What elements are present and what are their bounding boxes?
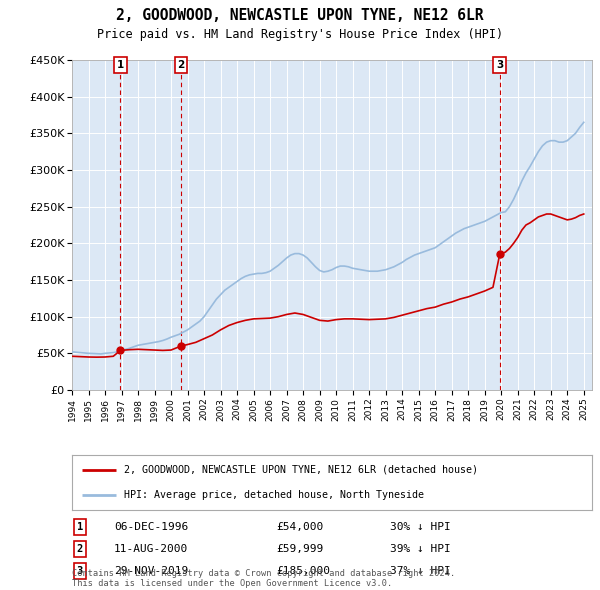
Text: 3: 3 bbox=[496, 60, 503, 70]
Text: 06-DEC-1996: 06-DEC-1996 bbox=[114, 522, 188, 532]
Text: £54,000: £54,000 bbox=[276, 522, 323, 532]
Text: £185,000: £185,000 bbox=[276, 566, 330, 576]
Text: Contains HM Land Registry data © Crown copyright and database right 2024.
This d: Contains HM Land Registry data © Crown c… bbox=[72, 569, 455, 588]
Text: 1: 1 bbox=[77, 522, 83, 532]
Text: 1: 1 bbox=[117, 60, 124, 70]
Text: 37% ↓ HPI: 37% ↓ HPI bbox=[390, 566, 451, 576]
Text: 11-AUG-2000: 11-AUG-2000 bbox=[114, 544, 188, 554]
Text: 2, GOODWOOD, NEWCASTLE UPON TYNE, NE12 6LR: 2, GOODWOOD, NEWCASTLE UPON TYNE, NE12 6… bbox=[116, 8, 484, 23]
Text: 29-NOV-2019: 29-NOV-2019 bbox=[114, 566, 188, 576]
Text: 2, GOODWOOD, NEWCASTLE UPON TYNE, NE12 6LR (detached house): 2, GOODWOOD, NEWCASTLE UPON TYNE, NE12 6… bbox=[124, 465, 478, 475]
Text: HPI: Average price, detached house, North Tyneside: HPI: Average price, detached house, Nort… bbox=[124, 490, 424, 500]
Text: Price paid vs. HM Land Registry's House Price Index (HPI): Price paid vs. HM Land Registry's House … bbox=[97, 28, 503, 41]
Text: 3: 3 bbox=[77, 566, 83, 576]
Text: £59,999: £59,999 bbox=[276, 544, 323, 554]
Text: 2: 2 bbox=[178, 60, 185, 70]
Text: 30% ↓ HPI: 30% ↓ HPI bbox=[390, 522, 451, 532]
Text: 2: 2 bbox=[77, 544, 83, 554]
Text: 39% ↓ HPI: 39% ↓ HPI bbox=[390, 544, 451, 554]
